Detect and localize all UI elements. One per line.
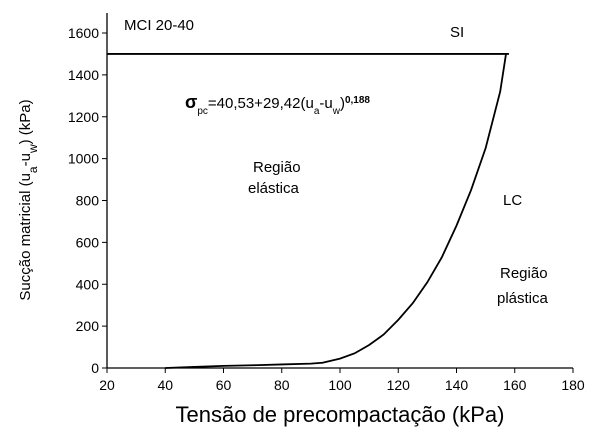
x-tick-label: 160 — [503, 377, 527, 393]
y-axis-label-part: ) (kPa) — [17, 99, 34, 144]
annotation: Região — [500, 265, 548, 282]
equation-part: -u — [319, 95, 332, 112]
series-label: SI — [450, 24, 464, 41]
y-tick-label: 800 — [76, 193, 100, 209]
equation-part: 0,188 — [345, 95, 370, 106]
x-tick-label: 140 — [445, 377, 469, 393]
y-tick-label: 0 — [91, 360, 99, 376]
x-tick-label: 60 — [216, 377, 232, 393]
annotation: elástica — [248, 180, 300, 197]
series-label: LC — [503, 192, 522, 209]
y-axis-label: Sucção matricial (ua-uw) (kPa) — [17, 99, 40, 300]
x-tick-label: 40 — [157, 377, 173, 393]
y-axis-label-part: w — [26, 144, 40, 154]
equation-part: σ — [185, 92, 197, 112]
y-axis-label-part: a — [26, 166, 40, 173]
x-tick-label: 120 — [387, 377, 411, 393]
annotation: plástica — [497, 290, 549, 307]
x-tick-label: 180 — [561, 377, 585, 393]
y-tick-label: 200 — [76, 318, 100, 334]
equation-part: a — [314, 106, 320, 117]
y-tick-label: 600 — [76, 234, 100, 250]
y-tick-label: 1200 — [68, 109, 99, 125]
equation-part: ) — [340, 95, 345, 112]
x-tick-label: 100 — [328, 377, 352, 393]
y-axis-label-part: Sucção matricial (u — [17, 173, 34, 301]
y-tick-label: 400 — [76, 276, 100, 292]
equation-part: pc — [197, 106, 208, 117]
x-tick-label: 20 — [99, 377, 115, 393]
series-line — [165, 53, 507, 369]
annotation: MCI 20-40 — [124, 17, 194, 34]
equation: σpc=40,53+29,42(ua-uw)0,188 — [185, 92, 370, 117]
equation-part: =40,53+29,42(u — [208, 95, 314, 112]
y-tick-label: 1400 — [68, 67, 99, 83]
x-tick-label: 80 — [274, 377, 290, 393]
equation-part: w — [332, 106, 341, 117]
y-tick-label: 1000 — [68, 151, 99, 167]
y-tick-label: 1600 — [68, 25, 99, 41]
x-axis-label: Tensão de precompactação (kPa) — [176, 402, 505, 427]
annotation: Região — [253, 159, 301, 176]
y-axis-label-part: -u — [17, 153, 34, 166]
